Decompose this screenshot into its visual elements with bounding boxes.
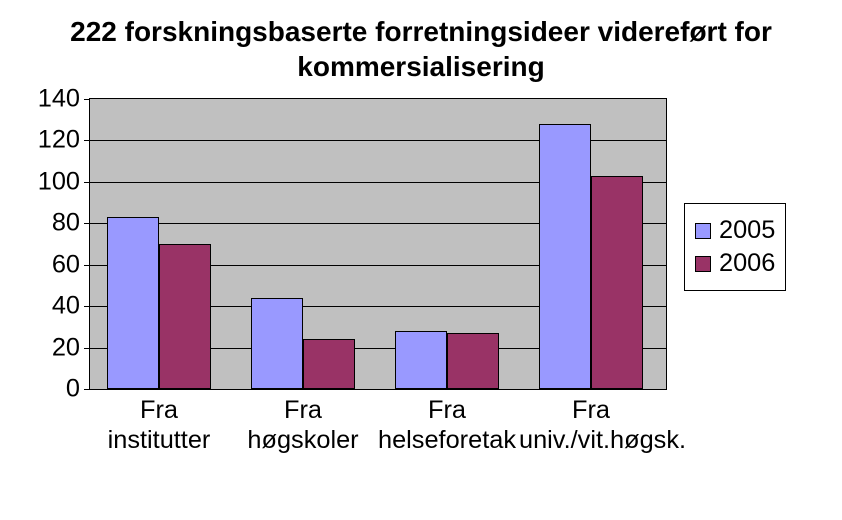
y-tick-label: 60	[52, 250, 80, 279]
bar-2005	[107, 217, 159, 389]
legend: 2005 2006	[684, 203, 786, 291]
bar-2005	[539, 124, 591, 389]
bar-2005	[251, 298, 303, 389]
x-tick-label: Fra helseforetak	[375, 395, 519, 456]
y-tick-label: 0	[66, 375, 80, 404]
y-tick-mark	[84, 140, 90, 141]
y-tick-label: 80	[52, 209, 80, 238]
chart-container: 222 forskningsbaserte forretningsideer v…	[0, 0, 842, 520]
y-tick-mark	[84, 306, 90, 307]
x-tick-label: Fra institutter	[87, 395, 231, 456]
bar-2006	[159, 244, 211, 389]
legend-swatch	[695, 223, 711, 239]
y-tick-mark	[84, 99, 90, 100]
y-tick-mark	[84, 182, 90, 183]
plot-area: Fra institutterFra høgskolerFra helsefor…	[89, 98, 667, 390]
legend-swatch	[695, 256, 711, 272]
y-tick-mark	[84, 223, 90, 224]
y-tick-label: 140	[38, 85, 80, 114]
legend-label: 2005	[719, 216, 775, 245]
y-tick-label: 120	[38, 126, 80, 155]
y-tick-mark	[84, 389, 90, 390]
bar-2006	[591, 176, 643, 389]
y-tick-label: 20	[52, 333, 80, 362]
bar-2006	[303, 339, 355, 389]
legend-item: 2005	[695, 216, 775, 245]
bar-2006	[447, 333, 499, 389]
bar-2005	[395, 331, 447, 389]
legend-item: 2006	[695, 249, 775, 278]
y-tick-label: 100	[38, 167, 80, 196]
y-tick-mark	[84, 348, 90, 349]
y-tick-mark	[84, 265, 90, 266]
chart-title: 222 forskningsbaserte forretningsideer v…	[0, 0, 842, 84]
legend-label: 2006	[719, 249, 775, 278]
x-tick-label: Fra høgskoler	[231, 395, 375, 456]
y-tick-label: 40	[52, 292, 80, 321]
chart-area: Fra institutterFra høgskolerFra helsefor…	[34, 98, 808, 498]
x-tick-label: Fra univ./vit.høgsk.	[519, 395, 663, 456]
